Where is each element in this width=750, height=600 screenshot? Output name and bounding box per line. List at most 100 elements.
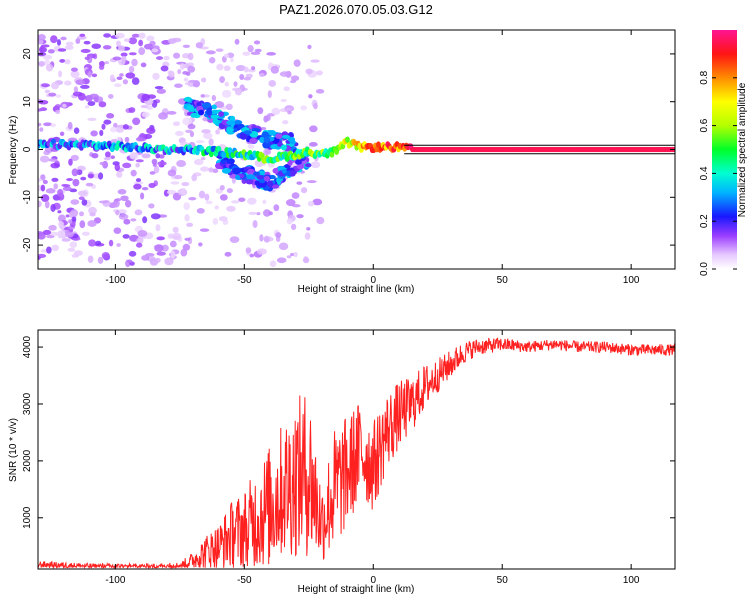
spectrogram-noise-blob xyxy=(38,231,44,236)
spectrogram-noise-blob xyxy=(87,220,97,227)
spectrogram-noise-blob xyxy=(175,130,184,136)
spectrogram-noise-blob xyxy=(156,251,166,256)
spectrogram-noise-blob xyxy=(211,94,217,102)
spectrogram-noise-blob xyxy=(176,160,187,167)
spectrogram-lower-branch xyxy=(263,175,270,182)
spectrogram-noise-blob xyxy=(55,109,61,114)
spectrogram-noise-blob xyxy=(315,70,323,76)
spectrogram-noise-blob xyxy=(104,151,111,158)
spectrogram-noise-blob xyxy=(137,230,148,237)
spectrogram-noise-blob xyxy=(39,127,44,132)
spectrogram-noise-blob xyxy=(179,63,185,70)
spectrogram-noise-blob xyxy=(50,123,56,128)
spectrogram-noise-blob xyxy=(233,81,238,87)
spectrogram-noise-blob xyxy=(286,255,292,259)
spectrogram-noise-blob xyxy=(50,204,56,212)
x-tick-label: 100 xyxy=(623,575,640,586)
spectrogram-noise-blob xyxy=(247,144,255,149)
spectrogram-noise-blob xyxy=(59,59,66,63)
spectrogram-noise-blob xyxy=(103,156,111,161)
spectrogram-upper-branch xyxy=(249,138,258,144)
spectrogram-noise-blob xyxy=(93,173,100,179)
spectrogram-noise-blob xyxy=(150,213,161,220)
spectrogram-noise-blob xyxy=(80,48,91,53)
spectrogram-noise-blob xyxy=(122,124,129,130)
spectrogram-noise-blob xyxy=(245,247,252,254)
spectrogram-lower-branch xyxy=(256,174,264,180)
spectrogram-noise-blob xyxy=(68,158,73,166)
spectrogram-noise-blob xyxy=(128,107,136,113)
spectrogram-noise-blob xyxy=(45,188,56,194)
spectrogram-noise-blob xyxy=(59,131,65,136)
spectrogram-upper-branch xyxy=(281,134,291,139)
spectrogram-noise-blob xyxy=(205,200,213,205)
snr-marks xyxy=(38,337,675,569)
spectrogram-upper-branch xyxy=(210,114,219,120)
spectrogram-noise-blob xyxy=(67,121,73,130)
spectrogram-noise-blob xyxy=(182,44,191,49)
spectrogram-noise-blob xyxy=(229,236,240,244)
spectrogram-noise-blob xyxy=(300,187,308,194)
spectrogram-lower-branch xyxy=(254,180,260,186)
spectrogram-noise-blob xyxy=(38,178,43,182)
spectrogram-noise-blob xyxy=(47,49,55,54)
spectrogram-noise-blob xyxy=(199,228,210,232)
spectrogram-noise-blob xyxy=(219,76,225,84)
spectrogram-noise-blob xyxy=(234,87,243,96)
spectrogram-noise-blob xyxy=(275,232,282,238)
spectrogram-noise-blob xyxy=(131,77,140,85)
spectrogram-noise-blob xyxy=(87,117,97,122)
spectrogram-x-label: Height of straight line (km) xyxy=(298,284,415,295)
spectrogram-noise-blob xyxy=(132,117,141,126)
spectrogram-noise-blob xyxy=(170,250,176,259)
spectrogram-noise-blob xyxy=(140,104,149,109)
spectrogram-noise-blob xyxy=(238,197,246,202)
spectrogram-noise-blob xyxy=(116,171,123,178)
spectrogram-noise-blob xyxy=(223,53,230,58)
spectrogram-noise-blob xyxy=(38,61,46,67)
spectrogram-noise-blob xyxy=(44,59,51,66)
spectrogram-noise-blob xyxy=(148,203,155,209)
colorbar-tick-label: 0.0 xyxy=(699,262,710,276)
spectrogram-noise-blob xyxy=(214,101,225,108)
y-tick-label: 4000 xyxy=(22,336,33,359)
spectrogram-noise-blob xyxy=(88,239,96,247)
spectrogram-upper-branch xyxy=(287,136,296,143)
spectrogram-noise-blob xyxy=(69,241,78,248)
spectrogram-noise-blob xyxy=(73,127,80,135)
spectrogram-noise-blob xyxy=(133,181,144,185)
spectrogram-noise-blob xyxy=(174,174,183,180)
spectrogram-noise-blob xyxy=(143,43,154,50)
spectrogram-noise-blob xyxy=(38,256,41,260)
spectrogram-noise-blob xyxy=(70,67,78,72)
spectrogram-noise-blob xyxy=(310,59,320,63)
spectrogram-noise-blob xyxy=(268,211,273,216)
spectrogram-noise-blob xyxy=(128,65,135,73)
spectrogram-noise-blob xyxy=(267,90,272,98)
spectrogram-noise-blob xyxy=(170,181,180,185)
spectrogram-noise-blob xyxy=(53,183,59,190)
spectrogram-noise-blob xyxy=(183,77,189,82)
x-tick-label: 50 xyxy=(497,575,509,586)
spectrogram-noise-blob xyxy=(307,44,312,50)
y-tick-label: 3000 xyxy=(22,392,33,415)
spectrogram-noise-blob xyxy=(282,120,289,125)
spectrogram-noise-blob xyxy=(84,105,90,109)
spectrogram-noise-blob xyxy=(270,65,279,74)
spectrogram-y-label: Frequency (Hz) xyxy=(8,116,19,185)
snr-x-label: Height of straight line (km) xyxy=(298,584,415,595)
spectrogram-noise-blob xyxy=(97,172,104,180)
x-tick-label: -50 xyxy=(237,575,252,586)
spectrogram-noise-blob xyxy=(61,183,68,187)
spectrogram-noise-blob xyxy=(48,158,58,162)
spectrogram-lower-branch xyxy=(253,171,261,176)
spectrogram-noise-blob xyxy=(146,35,155,42)
spectrogram-noise-blob xyxy=(296,181,303,185)
spectrogram-noise-blob xyxy=(262,199,267,205)
spectrogram-noise-blob xyxy=(87,101,96,107)
spectrogram-noise-blob xyxy=(229,56,234,63)
spectrogram-noise-blob xyxy=(118,213,129,220)
spectrogram-noise-blob xyxy=(39,155,50,163)
